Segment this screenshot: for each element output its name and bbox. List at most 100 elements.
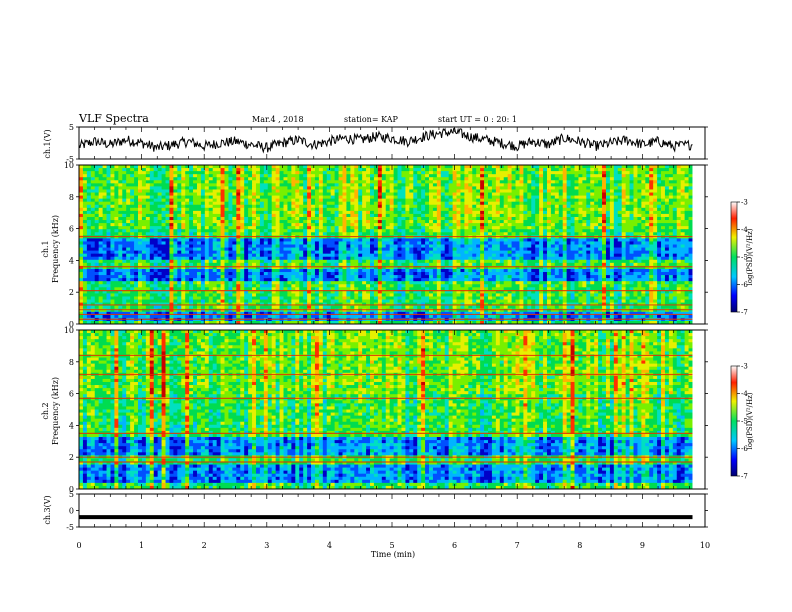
ch1-spectrogram-cell [377,223,383,227]
ch1-spectrogram-cell [519,223,524,227]
ch1-spectrogram-cell [657,177,662,181]
ch1-spectrogram-cell [259,183,265,187]
ch1-spectrogram-cell [393,223,398,227]
ch1-spectrogram-cell [672,174,678,178]
ch1-spectrogram-cell [464,177,469,181]
ch1-spectrogram-cell [487,201,493,206]
ch1-spectrogram-cell [566,241,571,245]
ch1-spectrogram-cell [236,183,241,187]
ch1-spectrogram-cell [248,204,253,209]
ch1-spectrogram-cell [248,165,253,169]
ch1-spectrogram-cell [271,220,277,224]
ch1-spectrogram-cell [193,232,198,236]
ch1-spectrogram-cell [558,198,564,203]
ch1-spectrogram-cell [204,241,210,245]
ch1-spectrogram-cell [602,171,607,175]
ch1-spectrogram-cell [425,192,430,196]
ch1-spectrogram-cell [429,198,434,203]
ch1-spectrogram-cell [248,195,253,200]
ch1-spectrogram-cell [609,177,615,181]
ch1-spectrogram-cell [141,259,147,264]
ch1-spectrogram-cell [377,220,383,224]
ch1-spectrogram-cell [688,250,693,255]
ch1-spectrogram-cell [311,195,316,200]
ch1-spectrogram-cell [354,223,359,227]
ch1-spectrogram-cell [432,226,438,230]
ch1-spectrogram-cell [609,247,615,252]
ch1-spectrogram-cell [507,256,512,261]
ch1-spectrogram-cell [495,174,501,178]
ch1-spectrogram-cell [417,250,422,255]
ch1-spectrogram-cell [519,220,524,224]
ch1-spectrogram-cell [515,241,520,245]
ch1-spectrogram-cell [255,223,261,227]
ch1-spectrogram-cell [311,204,316,209]
ch1-spectrogram-cell [212,223,218,227]
ch1-spectrogram-cell [134,195,139,200]
ch1-spectrogram-cell [271,180,277,184]
ch1-spectrogram-cell [189,241,194,245]
ch1-spectrogram-cell [429,174,434,178]
ch1-spectrogram-cell [381,238,387,242]
ch1-spectrogram-cell [358,250,363,255]
ch1-spectrogram-cell [641,174,646,178]
ch1-spectrogram-cell [373,189,379,193]
ch1-spectrogram-cell [263,183,269,187]
ch1-spectrogram-cell [676,204,682,209]
ch1-spectrogram-cell [487,229,493,233]
ch1-spectrogram-cell [609,183,615,187]
ch1-spectrogram-cell [602,204,607,209]
ch1-spectrogram-cell [641,256,646,261]
ch1-spectrogram-cell [523,238,528,242]
ch1-spectrogram-cell [200,210,206,215]
ch1-spectrogram-cell [224,232,229,236]
ch1-spectrogram-cell [283,223,288,227]
date-label: Mar.4 , 2018 [252,115,304,124]
ch1-spectrogram-cell [181,229,186,233]
ch1-spectrogram-cell [645,250,650,255]
ch1-spectrogram-cell [425,223,430,227]
ch1-spectrogram-cell [586,204,591,209]
ch1-spectrogram-cell [495,238,501,242]
ch1-spectrogram-cell [590,256,595,261]
ch1-spectrogram-cell [661,213,666,218]
ch1-spectrogram-cell [566,165,571,169]
ch1-spectrogram-cell [657,171,662,175]
ch1-spectrogram-cell [177,213,182,218]
ch1-spectrogram-cell [204,210,210,215]
ch1-spectrogram-cell [645,253,650,258]
ch1-spectrogram-cell [185,216,190,221]
ch1-spectrogram-cell [145,195,151,200]
ch1-spectrogram-cell [590,213,595,218]
ch1-spectrogram-cell [409,226,414,230]
ch1-spectrogram-cell [609,186,615,190]
ch1-spectrogram-cell [346,186,351,190]
ch1-spectrogram-cell [413,195,418,200]
ch1-spectrogram-cell [495,189,501,193]
ch1-spectrogram-cell [653,186,658,190]
ch1-spectrogram-cell [259,244,265,248]
ch1-spectrogram-cell [484,220,489,224]
ch1-spectrogram-cell [283,210,288,215]
ch1-spectrogram-cell [318,259,324,264]
ch1-spectrogram-cell [114,204,119,209]
ch1-spectrogram-cell [645,244,650,248]
ch1-spectrogram-cell [110,250,115,255]
ch1-spectrogram-cell [263,195,269,200]
ch1-spectrogram-cell [307,216,312,221]
ch1-spectrogram-cell [141,229,147,233]
ch1-spectrogram-cell [625,229,630,233]
ch1-spectrogram-cell [82,204,88,209]
ch1-spectrogram-cell [444,220,450,224]
ch1-spectrogram-cell [196,192,202,196]
ch1-spectrogram-cell [511,174,516,178]
ch1-spectrogram-cell [558,201,564,206]
ch1-spectrogram-cell [633,201,638,206]
ch1-spectrogram-cell [633,192,638,196]
ch1-spectrogram-cell [389,250,394,255]
ch1-spectrogram-cell [114,238,119,242]
ch1-spectrogram-cell [350,247,355,252]
ch1-spectrogram-cell [570,198,575,203]
ch1-spectrogram-cell [181,210,186,215]
ch1-spectrogram-cell [562,256,568,261]
